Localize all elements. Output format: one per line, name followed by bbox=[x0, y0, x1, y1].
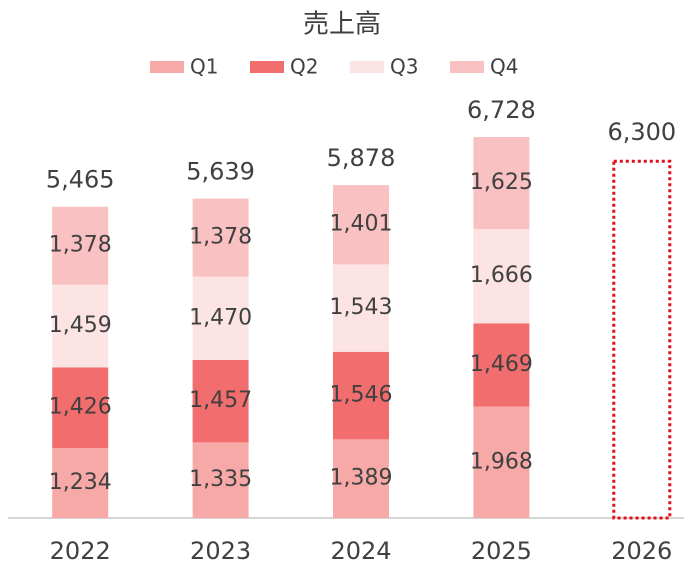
bar-segment bbox=[192, 359, 249, 443]
bar-segment bbox=[52, 284, 109, 368]
value-label: 1,389 bbox=[330, 466, 393, 491]
value-label: 1,666 bbox=[470, 263, 533, 288]
value-label: 1,378 bbox=[49, 233, 112, 258]
total-label: 6,728 bbox=[467, 96, 536, 124]
bar-segment bbox=[333, 264, 389, 352]
target-bar bbox=[612, 159, 672, 520]
chart-title: 売上高 bbox=[303, 10, 381, 40]
value-label: 1,234 bbox=[49, 470, 112, 495]
value-label: 1,401 bbox=[330, 212, 393, 237]
value-label: 1,968 bbox=[470, 449, 533, 474]
value-label: 1,469 bbox=[470, 352, 533, 377]
value-label: 1,543 bbox=[330, 295, 393, 320]
bar-segment bbox=[192, 198, 249, 277]
legend-label: Q4 bbox=[490, 55, 518, 79]
value-label: 1,625 bbox=[470, 170, 533, 195]
x-tick-label: 2023 bbox=[190, 537, 251, 565]
legend-swatch bbox=[250, 61, 284, 73]
bar-segment bbox=[52, 448, 109, 518]
total-label: 5,639 bbox=[186, 158, 255, 186]
legend-label: Q2 bbox=[290, 55, 318, 79]
legend-swatch bbox=[450, 61, 484, 73]
total-label: 5,465 bbox=[46, 166, 115, 194]
bar-segment bbox=[473, 323, 530, 407]
x-tick-label: 2024 bbox=[330, 537, 391, 565]
value-label: 1,378 bbox=[189, 225, 252, 250]
x-tick-label: 2022 bbox=[50, 537, 111, 565]
bar-segment bbox=[192, 276, 249, 360]
legend-swatch bbox=[350, 61, 384, 73]
value-label: 1,546 bbox=[330, 383, 393, 408]
bar-segment bbox=[333, 439, 389, 518]
value-label: 1,426 bbox=[49, 395, 112, 420]
legend-label: Q1 bbox=[190, 55, 218, 79]
total-label: 5,878 bbox=[327, 144, 396, 172]
x-tick-label: 2025 bbox=[471, 537, 532, 565]
value-label: 1,470 bbox=[189, 305, 252, 330]
bar-segment bbox=[52, 367, 109, 449]
value-label: 1,459 bbox=[49, 313, 112, 338]
bar-segment bbox=[473, 137, 530, 230]
legend-swatch bbox=[150, 61, 184, 73]
bar-segment bbox=[473, 406, 530, 518]
legend-label: Q3 bbox=[390, 55, 418, 79]
x-tick-label: 2026 bbox=[611, 537, 672, 565]
bar-segment bbox=[333, 351, 389, 440]
bar-segment bbox=[473, 229, 530, 324]
bar-segment bbox=[192, 442, 249, 518]
total-label: 6,300 bbox=[607, 118, 676, 146]
bar-segment bbox=[52, 206, 109, 285]
value-label: 1,457 bbox=[189, 388, 252, 413]
bar-segment bbox=[333, 185, 389, 265]
value-label: 1,335 bbox=[189, 467, 252, 492]
